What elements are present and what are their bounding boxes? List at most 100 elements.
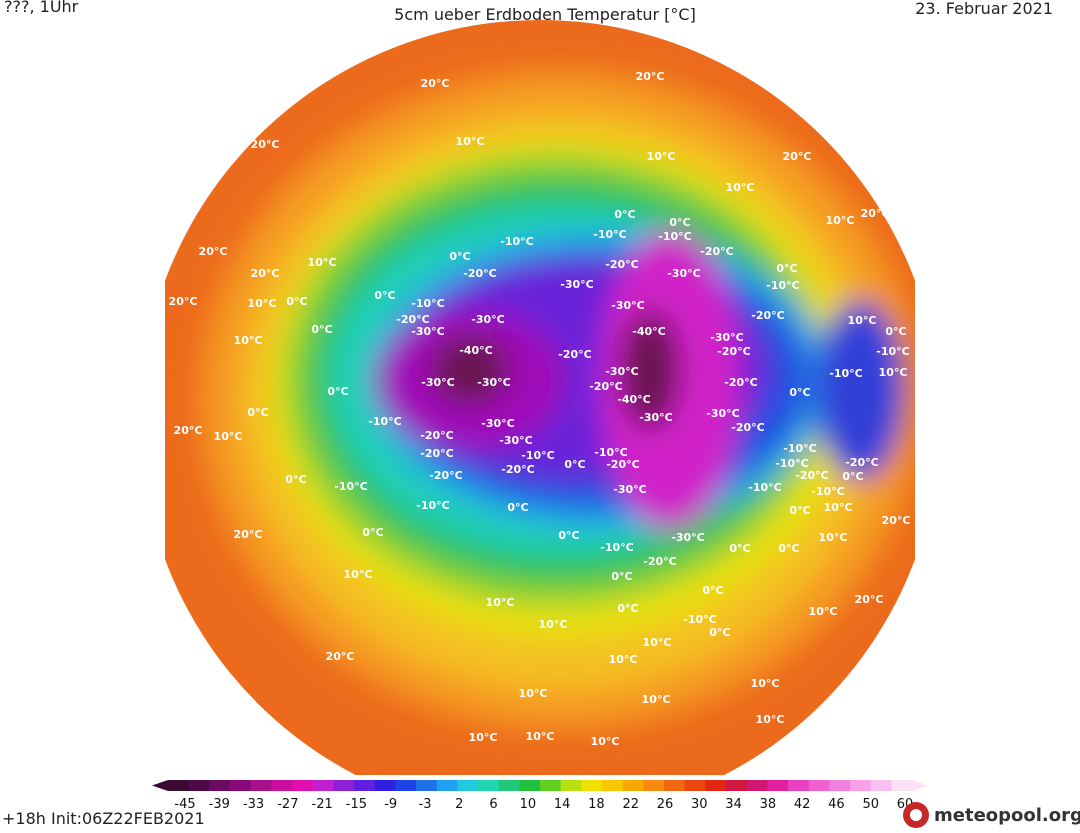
scale-tick-label: -39 xyxy=(209,797,230,812)
scale-swatch xyxy=(374,780,396,791)
contour-label: 0°C xyxy=(709,626,730,639)
scale-swatch xyxy=(416,780,438,791)
scale-swatch xyxy=(188,780,210,791)
contour-label: -40°C xyxy=(632,325,665,338)
map xyxy=(165,20,915,775)
contour-label: 10°C xyxy=(824,501,853,514)
contour-label: -30°C xyxy=(710,331,743,344)
contour-label: -30°C xyxy=(471,313,504,326)
contour-label: -10°C xyxy=(783,442,816,455)
header-left: ???, 1Uhr xyxy=(4,0,79,16)
contour-label: -10°C xyxy=(594,446,627,459)
scale-tick-label: -9 xyxy=(384,797,397,812)
contour-label: 0°C xyxy=(702,584,723,597)
contour-label: -20°C xyxy=(643,555,676,568)
contour-label: 20°C xyxy=(199,245,228,258)
scale-swatch xyxy=(395,780,417,791)
contour-label: 10°C xyxy=(248,297,277,310)
scale-swatch xyxy=(622,780,644,791)
scale-arrow-left xyxy=(152,780,168,791)
scale-swatch xyxy=(643,780,665,791)
scale-tick-label: 50 xyxy=(862,797,879,812)
scale-tick-label: -27 xyxy=(277,797,298,812)
scale-swatch xyxy=(788,780,810,791)
contour-label: 10°C xyxy=(756,713,785,726)
contour-label: -20°C xyxy=(429,469,462,482)
contour-label: -10°C xyxy=(334,480,367,493)
contour-label: -30°C xyxy=(667,267,700,280)
scale-swatch xyxy=(870,780,892,791)
contour-label: 10°C xyxy=(234,334,263,347)
contour-label: -40°C xyxy=(617,393,650,406)
scale-swatch xyxy=(168,780,190,791)
contour-label: 0°C xyxy=(286,295,307,308)
scale-tick-label: 38 xyxy=(760,797,777,812)
contour-label: -20°C xyxy=(420,429,453,442)
scale-tick-label: 14 xyxy=(554,797,571,812)
contour-label: -30°C xyxy=(421,376,454,389)
contour-label: 10°C xyxy=(469,731,498,744)
contour-label: 10°C xyxy=(819,531,848,544)
contour-label: 10°C xyxy=(643,636,672,649)
contour-label: 0°C xyxy=(507,501,528,514)
scale-swatch xyxy=(767,780,789,791)
contour-label: 10°C xyxy=(308,256,337,269)
scale-swatch xyxy=(850,780,872,791)
scale-swatch xyxy=(478,780,500,791)
scale-swatch xyxy=(726,780,748,791)
scale-swatch xyxy=(457,780,479,791)
title: 5cm ueber Erdboden Temperatur [°C] xyxy=(394,5,696,24)
contour-label: -20°C xyxy=(396,313,429,326)
contour-label: 10°C xyxy=(879,366,908,379)
scale-tick-label: 42 xyxy=(794,797,811,812)
scale-tick-label: 18 xyxy=(588,797,605,812)
contour-label: 0°C xyxy=(729,542,750,555)
scale-tick-label: 30 xyxy=(691,797,708,812)
contour-label: -20°C xyxy=(605,258,638,271)
scale-arrow-right xyxy=(912,780,928,791)
contour-label: 0°C xyxy=(614,208,635,221)
contour-label: 10°C xyxy=(486,596,515,609)
scale-swatch xyxy=(746,780,768,791)
scale-swatch xyxy=(891,780,913,791)
contour-label: -10°C xyxy=(368,415,401,428)
contour-label: -10°C xyxy=(683,613,716,626)
contour-label: -20°C xyxy=(558,348,591,361)
contour-label: -10°C xyxy=(811,485,844,498)
contour-label: 0°C xyxy=(558,529,579,542)
contour-label: 10°C xyxy=(526,730,555,743)
scale-tick-label: -33 xyxy=(243,797,264,812)
contour-label: 20°C xyxy=(861,207,890,220)
contour-label: -10°C xyxy=(766,279,799,292)
contour-label: -10°C xyxy=(748,481,781,494)
contour-label: -20°C xyxy=(501,463,534,476)
contour-label: -10°C xyxy=(600,541,633,554)
scale-swatch xyxy=(312,780,334,791)
contour-label: 0°C xyxy=(362,526,383,539)
contour-label: 10°C xyxy=(344,568,373,581)
contour-label: 10°C xyxy=(519,687,548,700)
contour-label: 0°C xyxy=(778,542,799,555)
contour-label: 0°C xyxy=(842,470,863,483)
contour-label: 0°C xyxy=(885,325,906,338)
scale-tick-label: 10 xyxy=(520,797,537,812)
contour-label: -20°C xyxy=(724,376,757,389)
scale-swatch xyxy=(354,780,376,791)
scale-swatch xyxy=(498,780,520,791)
contour-label: -10°C xyxy=(658,230,691,243)
scale-swatch xyxy=(540,780,562,791)
scale-swatch xyxy=(664,780,686,791)
contour-label: 20°C xyxy=(169,295,198,308)
scale-swatch xyxy=(292,780,314,791)
contour-label: -10°C xyxy=(829,367,862,380)
contour-label: 20°C xyxy=(234,528,263,541)
logo: meteopool.org xyxy=(934,805,1080,826)
contour-label: -30°C xyxy=(499,434,532,447)
contour-label: -30°C xyxy=(477,376,510,389)
contour-label: 10°C xyxy=(809,605,838,618)
scale-tick-label: 2 xyxy=(455,797,463,812)
scale-tick-label: -3 xyxy=(419,797,432,812)
contour-label: 20°C xyxy=(251,138,280,151)
scale-swatch xyxy=(581,780,603,791)
